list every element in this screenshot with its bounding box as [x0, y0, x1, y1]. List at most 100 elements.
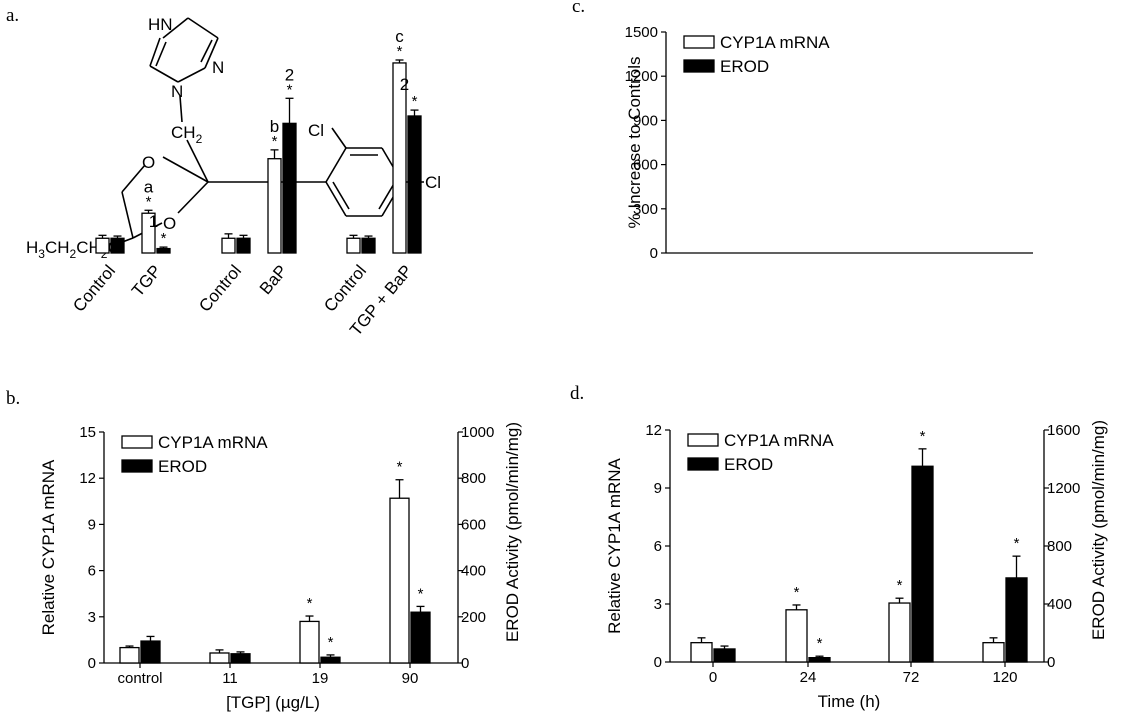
x-tick-label: TGP: [128, 261, 165, 300]
significance-star: *: [418, 585, 424, 602]
group-letter: 2: [285, 65, 294, 84]
legend-swatch-cyp1a-mrna: [683, 35, 715, 49]
x-tick-label: BaP: [256, 261, 291, 298]
y-tick-label: 12: [79, 470, 96, 487]
legend-label-cyp1a-mrna: CYP1A mRNA: [158, 433, 268, 452]
group-letter: 2: [400, 75, 409, 94]
y-tick-label: 6: [654, 538, 662, 555]
y-tick-label: 15: [79, 424, 96, 441]
y2-tick-label: 600: [461, 516, 486, 533]
bar-cyp1a-mrna: [119, 646, 140, 664]
significance-star: *: [817, 635, 823, 652]
y2-tick-label: 1000: [461, 424, 494, 441]
legend-label-cyp1a-mrna: CYP1A mRNA: [724, 431, 834, 450]
significance-star: *: [794, 584, 800, 601]
y2-tick-label: 0: [461, 655, 469, 672]
y-tick-label: 1200: [625, 68, 658, 85]
legend-swatch-cyp1a-mrna: [121, 435, 153, 449]
bar-cyp1a-mrna: [221, 237, 236, 254]
x-tick-label: 72: [903, 669, 920, 686]
bar-erod: [320, 656, 341, 664]
bar-cyp1a-mrna: [982, 642, 1005, 663]
x-tick-label: 19: [312, 670, 329, 687]
significance-star: *: [397, 43, 403, 60]
panel-label-a: a.: [6, 5, 19, 26]
chart-panel-b: 0 3 6 9 12 15 0 200 400 600 800 1000 Relative CYP1A …: [39, 422, 522, 712]
legend-label-erod: EROD: [724, 455, 773, 474]
y2-tick-label: 800: [461, 470, 486, 487]
legend-swatch-erod: [687, 457, 719, 471]
bar-cyp1a-mrna: [209, 652, 230, 664]
x-tick-label: Control: [195, 261, 245, 315]
atom-labels: HN N N CH2 O O Cl Cl H3CH2CH2C: [26, 15, 441, 261]
bar-erod: [1005, 577, 1028, 663]
atom-label-hn: HN: [148, 15, 173, 34]
bar-cyp1a-mrna: [267, 158, 282, 254]
y2-tick-label: 400: [1047, 596, 1072, 613]
y2-tick-label: 1600: [1047, 422, 1080, 439]
x-tick-label: 11: [222, 670, 238, 687]
bar-cyp1a-mrna: [785, 609, 808, 663]
y-tick-label: 600: [633, 157, 658, 174]
x-tick-label: 24: [800, 669, 817, 686]
significance-star: *: [1014, 535, 1020, 552]
x-tick-label: 120: [992, 669, 1017, 686]
y-axis-title: Relative CYP1A mRNA: [605, 457, 624, 633]
bar-cyp1a-mrna: [346, 237, 361, 254]
bar-cyp1a-mrna: [690, 642, 713, 663]
y-tick-label: 0: [88, 655, 96, 672]
bar-cyp1a-mrna: [299, 620, 320, 664]
bar-erod: [282, 122, 297, 254]
bar-erod: [713, 648, 736, 663]
y-tick-label: 300: [633, 201, 658, 218]
x-axis-title: [TGP] (µg/L): [226, 693, 320, 712]
y-axis-title: Relative CYP1A mRNA: [39, 459, 58, 635]
y-tick-label: 0: [650, 245, 658, 262]
panel-label-b: b.: [6, 388, 20, 409]
legend-label-cyp1a-mrna: CYP1A mRNA: [720, 33, 830, 52]
bar-erod: [110, 237, 125, 254]
x-axis-title: Time (h): [818, 692, 881, 711]
atom-label-ch2: CH2: [171, 123, 203, 146]
y2-axis-title: EROD Activity (pmol/min/mg): [503, 422, 522, 642]
y-tick-label: 3: [88, 609, 96, 626]
atom-label-cl-top: Cl: [308, 121, 324, 140]
y2-tick-label: 1200: [1047, 480, 1080, 497]
bar-cyp1a-mrna: [95, 237, 110, 254]
atom-label-n-ring: N: [212, 58, 224, 77]
significance-star: *: [146, 193, 152, 210]
bar-erod: [361, 237, 376, 254]
group-letter: a: [144, 177, 154, 196]
significance-star: *: [272, 133, 278, 150]
significance-star: *: [161, 230, 167, 247]
legend-swatch-erod: [121, 459, 153, 473]
y2-axis-title: EROD Activity (pmol/min/mg): [1089, 420, 1108, 640]
x-tick-label: 90: [402, 670, 419, 687]
atom-label-n-sub: N: [171, 82, 183, 101]
y-tick-label: 9: [654, 480, 662, 497]
y-tick-label: 9: [88, 516, 96, 533]
significance-star: *: [920, 428, 926, 445]
x-tick-label: control: [117, 670, 162, 687]
significance-star: *: [397, 459, 403, 476]
y-tick-label: 12: [645, 422, 662, 439]
legend-swatch-cyp1a-mrna: [687, 433, 719, 447]
panel-label-c: c.: [572, 0, 585, 17]
y-tick-label: 1500: [625, 24, 658, 41]
group-letter: c: [395, 27, 404, 46]
y-tick-label: 6: [88, 563, 96, 580]
bar-erod: [410, 611, 431, 664]
group-letter: 1: [149, 212, 158, 231]
y2-tick-label: 200: [461, 609, 486, 626]
legend-label-erod: EROD: [158, 457, 207, 476]
x-tick-label: 0: [709, 669, 717, 686]
atom-label-cl-right: Cl: [425, 173, 441, 192]
significance-star: *: [412, 93, 418, 110]
legend-swatch-erod: [683, 59, 715, 73]
y2-tick-label: 400: [461, 563, 486, 580]
y-tick-label: 3: [654, 596, 662, 613]
legend-label-erod: EROD: [720, 57, 769, 76]
y2-tick-label: 0: [1047, 654, 1055, 671]
